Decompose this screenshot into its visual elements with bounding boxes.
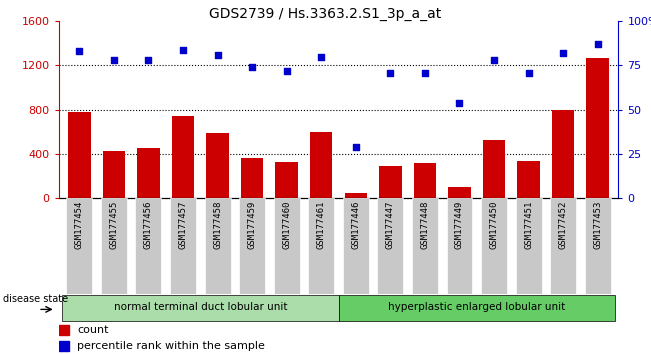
Text: GSM177455: GSM177455 xyxy=(109,201,118,250)
Text: GSM177446: GSM177446 xyxy=(352,201,360,250)
Bar xyxy=(68,112,90,198)
Text: percentile rank within the sample: percentile rank within the sample xyxy=(77,341,265,351)
Text: GSM177453: GSM177453 xyxy=(593,201,602,250)
Text: GDS2739 / Hs.3363.2.S1_3p_a_at: GDS2739 / Hs.3363.2.S1_3p_a_at xyxy=(210,7,441,21)
Bar xyxy=(518,161,540,198)
Point xyxy=(351,144,361,150)
Point xyxy=(420,70,430,75)
Text: GSM177448: GSM177448 xyxy=(421,201,430,250)
Bar xyxy=(516,198,542,294)
Text: GSM177458: GSM177458 xyxy=(213,201,222,250)
Bar xyxy=(339,295,615,321)
Text: normal terminal duct lobular unit: normal terminal duct lobular unit xyxy=(113,302,287,313)
Text: count: count xyxy=(77,325,109,335)
Bar xyxy=(241,159,264,198)
Point xyxy=(523,70,534,75)
Text: GSM177456: GSM177456 xyxy=(144,201,153,250)
Bar xyxy=(172,116,194,198)
Bar xyxy=(204,198,230,294)
Point xyxy=(454,100,465,105)
Text: GSM177460: GSM177460 xyxy=(282,201,291,250)
Text: GSM177451: GSM177451 xyxy=(524,201,533,250)
Text: GSM177450: GSM177450 xyxy=(490,201,499,250)
Bar xyxy=(310,132,333,198)
Text: GSM177461: GSM177461 xyxy=(317,201,326,250)
Bar xyxy=(413,163,436,198)
Point xyxy=(143,57,154,63)
Point xyxy=(74,48,85,54)
Bar xyxy=(135,198,161,294)
Text: GSM177452: GSM177452 xyxy=(559,201,568,250)
Point xyxy=(109,57,119,63)
Bar xyxy=(552,110,574,198)
Text: disease state: disease state xyxy=(3,294,68,304)
Bar xyxy=(59,341,70,351)
Bar xyxy=(309,198,334,294)
Point xyxy=(592,41,603,47)
Point xyxy=(247,64,257,70)
Bar xyxy=(483,139,505,198)
Point xyxy=(385,70,396,75)
Point xyxy=(281,68,292,74)
Bar xyxy=(273,198,299,294)
Bar xyxy=(343,198,368,294)
Text: GSM177447: GSM177447 xyxy=(386,201,395,250)
Bar xyxy=(550,198,576,294)
Point xyxy=(316,54,326,59)
Bar xyxy=(62,295,339,321)
Bar xyxy=(378,198,404,294)
Text: GSM177457: GSM177457 xyxy=(178,201,187,250)
Text: GSM177459: GSM177459 xyxy=(247,201,256,250)
Bar xyxy=(587,58,609,198)
Bar xyxy=(412,198,438,294)
Bar xyxy=(275,162,298,198)
Bar xyxy=(103,151,125,198)
Bar xyxy=(239,198,265,294)
Point xyxy=(489,57,499,63)
Point xyxy=(558,50,568,56)
Point xyxy=(212,52,223,58)
Bar xyxy=(481,198,507,294)
Text: GSM177454: GSM177454 xyxy=(75,201,84,250)
Bar xyxy=(447,198,473,294)
Text: hyperplastic enlarged lobular unit: hyperplastic enlarged lobular unit xyxy=(388,302,565,313)
Bar xyxy=(101,198,127,294)
Bar xyxy=(66,198,92,294)
Point xyxy=(178,47,188,52)
Text: GSM177449: GSM177449 xyxy=(455,201,464,250)
Bar xyxy=(59,325,70,335)
Bar xyxy=(344,193,367,198)
Bar xyxy=(137,148,159,198)
Bar xyxy=(585,198,611,294)
Bar xyxy=(170,198,196,294)
Bar xyxy=(449,187,471,198)
Bar xyxy=(206,133,229,198)
Bar xyxy=(379,166,402,198)
